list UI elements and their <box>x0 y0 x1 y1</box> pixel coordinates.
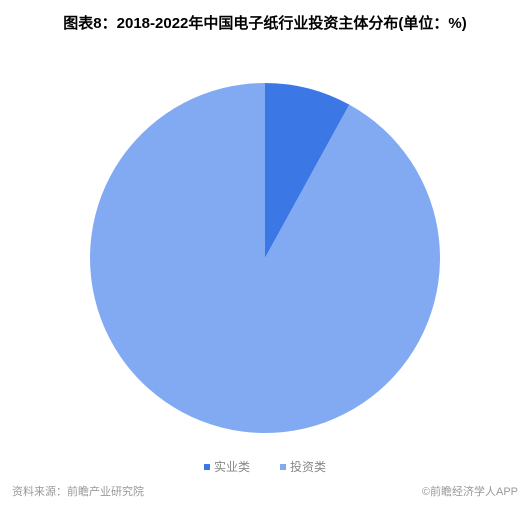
legend-item-1: 投资类 <box>280 458 326 475</box>
legend-marker-0 <box>204 464 210 470</box>
footer: 资料来源：前瞻产业研究院 ©前瞻经济学人APP <box>0 483 530 499</box>
legend: 实业类 投资类 <box>0 458 530 475</box>
pie-chart <box>0 58 530 438</box>
legend-label-1: 投资类 <box>290 458 326 475</box>
legend-item-0: 实业类 <box>204 458 250 475</box>
chart-title: 图表8：2018-2022年中国电子纸行业投资主体分布(单位：%) <box>0 0 530 33</box>
pie-slice-1 <box>90 83 440 433</box>
legend-label-0: 实业类 <box>214 458 250 475</box>
source-label: 资料来源：前瞻产业研究院 <box>12 483 144 499</box>
copyright-label: ©前瞻经济学人APP <box>422 483 518 499</box>
legend-marker-1 <box>280 464 286 470</box>
pie-chart-container <box>0 58 530 438</box>
